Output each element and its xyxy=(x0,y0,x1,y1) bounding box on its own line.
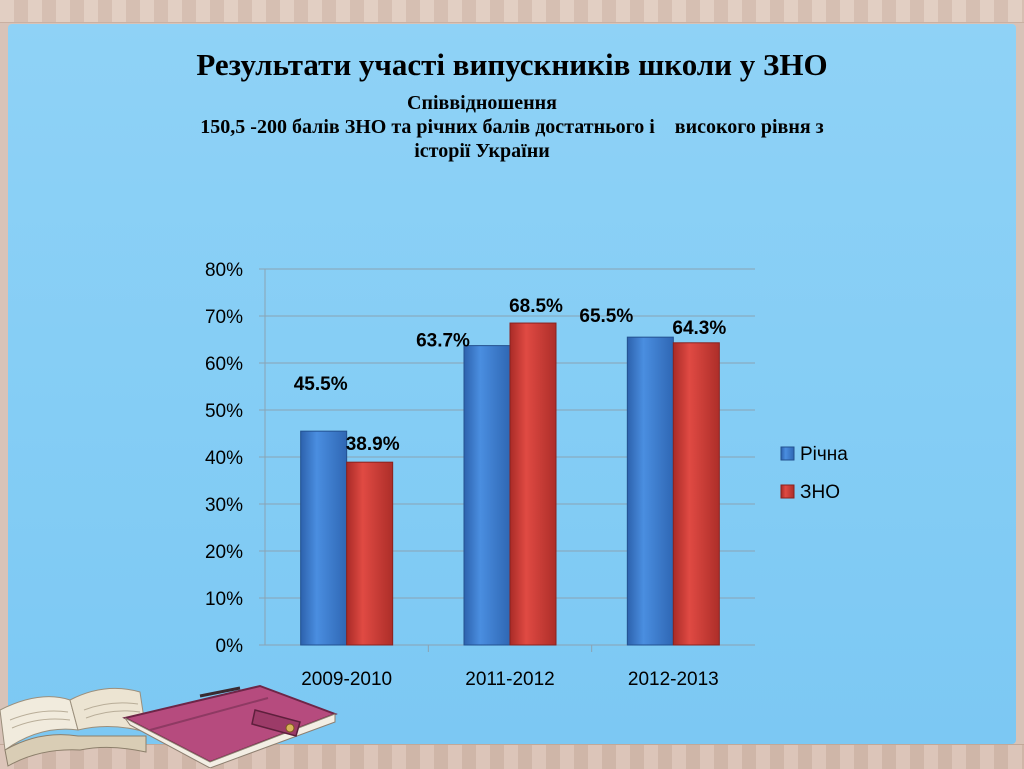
subtitle-line-1: Співвідношення xyxy=(407,92,557,114)
y-tick-label: 40% xyxy=(205,448,243,469)
legend-swatch xyxy=(780,484,795,499)
y-tick-label: 0% xyxy=(216,636,244,657)
bar-richna xyxy=(463,345,511,646)
y-tick-label: 50% xyxy=(205,401,243,422)
data-label: 65.5% xyxy=(579,306,633,327)
x-category-label: 2009-2010 xyxy=(301,669,392,690)
y-tick-label: 10% xyxy=(205,589,243,610)
x-category-label: 2011-2012 xyxy=(465,669,554,690)
axes: 0% 10% 20% 30% 40% 50% 60% 70% 80% 2009-2010 2011-… xyxy=(205,260,755,690)
x-category-label: 2012-2013 xyxy=(628,669,719,690)
bar-richna xyxy=(626,336,674,646)
y-tick-label: 60% xyxy=(205,354,243,375)
y-tick-label: 30% xyxy=(205,495,243,516)
data-label: 64.3% xyxy=(672,318,726,339)
y-tick-label: 80% xyxy=(205,260,243,281)
data-label: 38.9% xyxy=(346,434,400,455)
bar-zno xyxy=(672,342,720,646)
data-label: 45.5% xyxy=(294,374,348,395)
data-label: 68.5% xyxy=(509,296,563,317)
legend: Річна ЗНО xyxy=(780,444,848,503)
legend-label: Річна xyxy=(800,444,848,465)
subtitle-line-2: 150,5 -200 балів ЗНО та річних балів дос… xyxy=(200,116,824,138)
books-illustration xyxy=(0,684,338,768)
data-labels: 45.5% 38.9% 63.7% 68.5% 65.5% 64.3% xyxy=(294,296,727,455)
subtitle-line-3: історії України xyxy=(414,140,550,162)
bottom-decorative-band xyxy=(0,744,1024,769)
y-tick-label: 20% xyxy=(205,542,243,563)
y-tick-label: 70% xyxy=(205,307,243,328)
bar-richna xyxy=(300,430,348,646)
top-decorative-band xyxy=(0,0,1024,23)
bar-zno xyxy=(346,461,394,646)
slide-title: Результати участі випускників школи у ЗН… xyxy=(196,47,828,82)
legend-swatch xyxy=(780,446,795,461)
legend-label: ЗНО xyxy=(800,482,840,503)
bars xyxy=(300,322,720,646)
data-label: 63.7% xyxy=(416,331,470,352)
bar-zno xyxy=(509,322,557,646)
